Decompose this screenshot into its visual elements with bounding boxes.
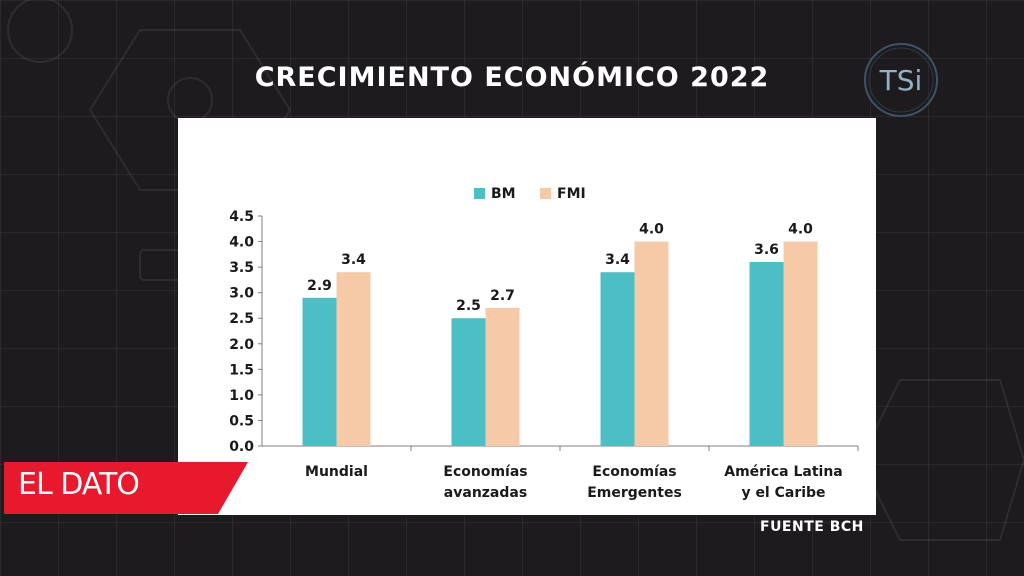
legend-label: FMI [557,186,586,202]
y-tick-label: 2.0 [229,337,254,353]
category-label: América Latina [724,464,843,480]
category-label: Mundial [305,464,368,480]
bar-fmi [336,272,371,446]
y-tick-label: 0.5 [229,413,254,429]
chart-bars [302,241,818,446]
bar-fmi [783,241,818,446]
chart-axes: 0.0 0.5 1.0 1.5 2.0 2.5 3.0 3.5 4.0 4.5 [229,209,859,455]
data-label: 2.9 [307,278,332,294]
y-tick-label: 4.5 [229,209,254,225]
segment-tag [4,462,248,514]
category-label: Economías [592,464,676,480]
data-label: 4.0 [788,222,813,238]
y-tick-label: 3.5 [229,260,254,276]
bar-bm [749,262,784,446]
data-label: 3.6 [754,242,779,258]
legend-swatch-fmi [540,188,551,199]
category-label: Economías [443,464,527,480]
category-label: avanzadas [444,485,527,501]
y-tick-label: 0.0 [229,439,254,455]
bar-fmi [634,241,669,446]
y-tick-label: 3.0 [229,286,254,302]
chart-panel: BM FMI 0.0 0.5 1.0 1.5 2.0 2.5 3.0 3.5 4.0 4.5 2.9… [178,118,876,515]
chart-legend: BM FMI [474,186,586,202]
category-label: y el Caribe [741,485,825,501]
y-tick-label: 4.0 [229,235,254,251]
page-title: CRECIMIENTO ECONÓMICO 2022 [254,62,770,93]
bar-chart: BM FMI 0.0 0.5 1.0 1.5 2.0 2.5 3.0 3.5 4.0 4.5 2.9… [229,186,859,501]
category-label: Emergentes [587,485,682,501]
y-tick-label: 2.5 [229,311,254,327]
y-tick-label: 1.0 [229,388,254,404]
data-label: 4.0 [639,222,664,238]
source-label: FUENTE BCH [760,519,864,535]
data-label: 3.4 [605,252,630,268]
bar-fmi [485,308,520,446]
tsi-logo: TSi [864,43,938,117]
segment-tag-label: EL DATO [18,467,140,502]
data-label: 3.4 [341,252,366,268]
chart-labels: 2.9 3.4 Mundial 2.5 2.7 Economías avanzadas 3.4… [305,222,843,501]
y-tick-label: 1.5 [229,362,254,378]
bar-bm [451,318,486,446]
legend-label: BM [491,186,516,202]
legend-swatch-bm [474,188,485,199]
logo-text: TSi [879,64,923,97]
bar-bm [302,297,337,446]
data-label: 2.7 [490,288,515,304]
bar-bm [600,272,635,446]
data-label: 2.5 [456,298,481,314]
